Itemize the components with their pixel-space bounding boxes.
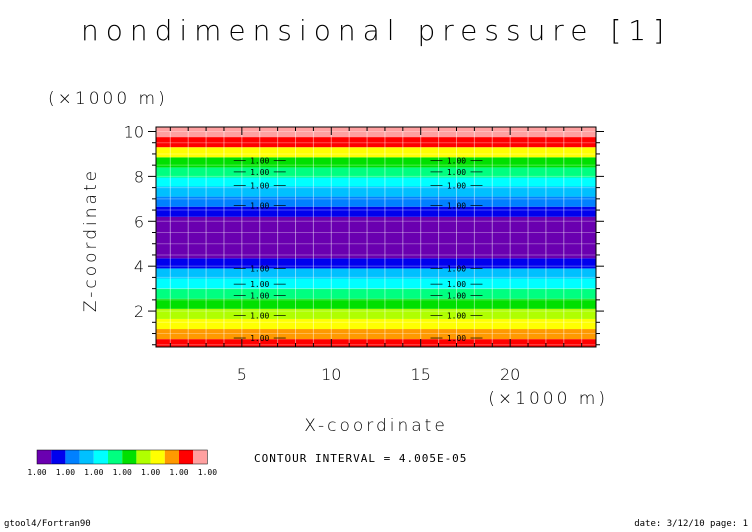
band-3 [156,308,596,319]
contour-label: 1.00 [250,280,269,289]
band-0 [156,339,596,347]
contour-label: 1.00 [250,264,269,273]
colorbar-label-2: 1.00 [84,468,103,477]
contour-label: 1.00 [447,334,466,343]
colorbar-label-0: 1.00 [27,468,46,477]
contour-label: 1.00 [447,280,466,289]
z-axis-unit: (×1000 m) [48,89,168,109]
x-tick-label: 20 [500,365,520,384]
contour-label: 1.00 [250,291,269,300]
contour-label: 1.00 [447,312,466,321]
contour-label: 1.00 [250,334,269,343]
band-5 [156,288,596,299]
colorbar-swatch-5 [108,450,123,464]
colorbar-swatch-7 [136,450,151,464]
z-tick-labels: 2 4 6 8 10 [124,122,144,321]
x-tick-label: 15 [411,365,431,384]
colorbar-swatch-10 [179,450,194,464]
x-axis-label: X-coordinate [304,416,448,436]
colorbar-label-3: 1.00 [113,468,132,477]
band-12 [156,186,596,197]
z-tick-label: 8 [134,167,144,186]
contour-label: 1.00 [447,168,466,177]
colorbar-swatch-8 [150,450,165,464]
x-tick-label: 5 [237,365,247,384]
band-14 [156,167,596,178]
colorbar-label-6: 1.00 [198,468,217,477]
band-13 [156,177,596,187]
colorbar-label-5: 1.00 [169,468,188,477]
colorbar-label-4: 1.00 [141,468,160,477]
colorbar-label-1: 1.00 [56,468,75,477]
axis-ticks [148,127,604,347]
contour-label: 1.00 [250,157,269,166]
colorbar-swatch-6 [122,450,137,464]
chart-title: nondimensional pressure [1] [81,14,671,47]
z-tick-label: 6 [134,212,144,231]
z-tick-label: 10 [124,122,144,141]
band-1 [156,329,596,340]
x-tick-label: 10 [321,365,341,384]
colorbar-swatch-3 [79,450,94,464]
footer-program: gtool4/Fortran90 [4,519,91,529]
contour-label: 1.00 [250,202,269,211]
colorbar-swatch-4 [93,450,108,464]
contour-label: 1.00 [447,202,466,211]
band-6 [156,278,596,289]
contour-label: 1.00 [447,264,466,273]
z-axis-label: Z-coordinate [81,168,101,312]
band-16 [156,147,596,158]
colorbar-swatch-2 [65,450,80,464]
contour-label: 1.00 [250,312,269,321]
contour-label: 1.00 [250,168,269,177]
band-17 [156,137,596,148]
band-8 [156,258,596,269]
plot-area: 1.00 1.00 1.00 1.00 1.00 1.00 1.00 1.00 1.00 1.00… [148,126,604,348]
contour-label: 1.00 [447,291,466,300]
z-tick-label: 2 [134,302,144,321]
z-tick-label: 4 [134,257,144,276]
band-11 [156,196,596,207]
band-4 [156,298,596,309]
grid-lines [156,127,596,347]
band-18 [156,127,596,138]
footer-date-page: date: 3/12/10 page: 1 [634,519,748,529]
colorbar-swatch-11 [193,450,208,464]
contour-label: 1.00 [250,181,269,190]
contour-interval-note: CONTOUR INTERVAL = 4.005E-05 [254,452,467,465]
colorbar-swatch-9 [164,450,179,464]
contour-label: 1.00 [447,157,466,166]
x-tick-labels: 5 10 15 20 [237,365,521,384]
colorbar-swatch-0 [37,450,52,464]
colorbar-border [36,449,208,465]
band-2 [156,318,596,330]
colorbar-legend [36,449,208,465]
band-15 [156,157,596,168]
band-7 [156,268,596,279]
band-10 [156,206,596,217]
plot-frame [155,126,597,348]
colorbar-labels: 1.00 1.00 1.00 1.00 1.00 1.00 1.00 [27,468,217,477]
contour-labels: 1.00 1.00 1.00 1.00 1.00 1.00 1.00 1.00 1.00 1.00… [233,157,483,343]
colorbar-swatch-1 [51,450,66,464]
contour-label: 1.00 [447,181,466,190]
x-axis-unit: (×1000 m) [488,389,608,409]
band-9 [156,216,596,259]
color-bands [156,127,596,347]
